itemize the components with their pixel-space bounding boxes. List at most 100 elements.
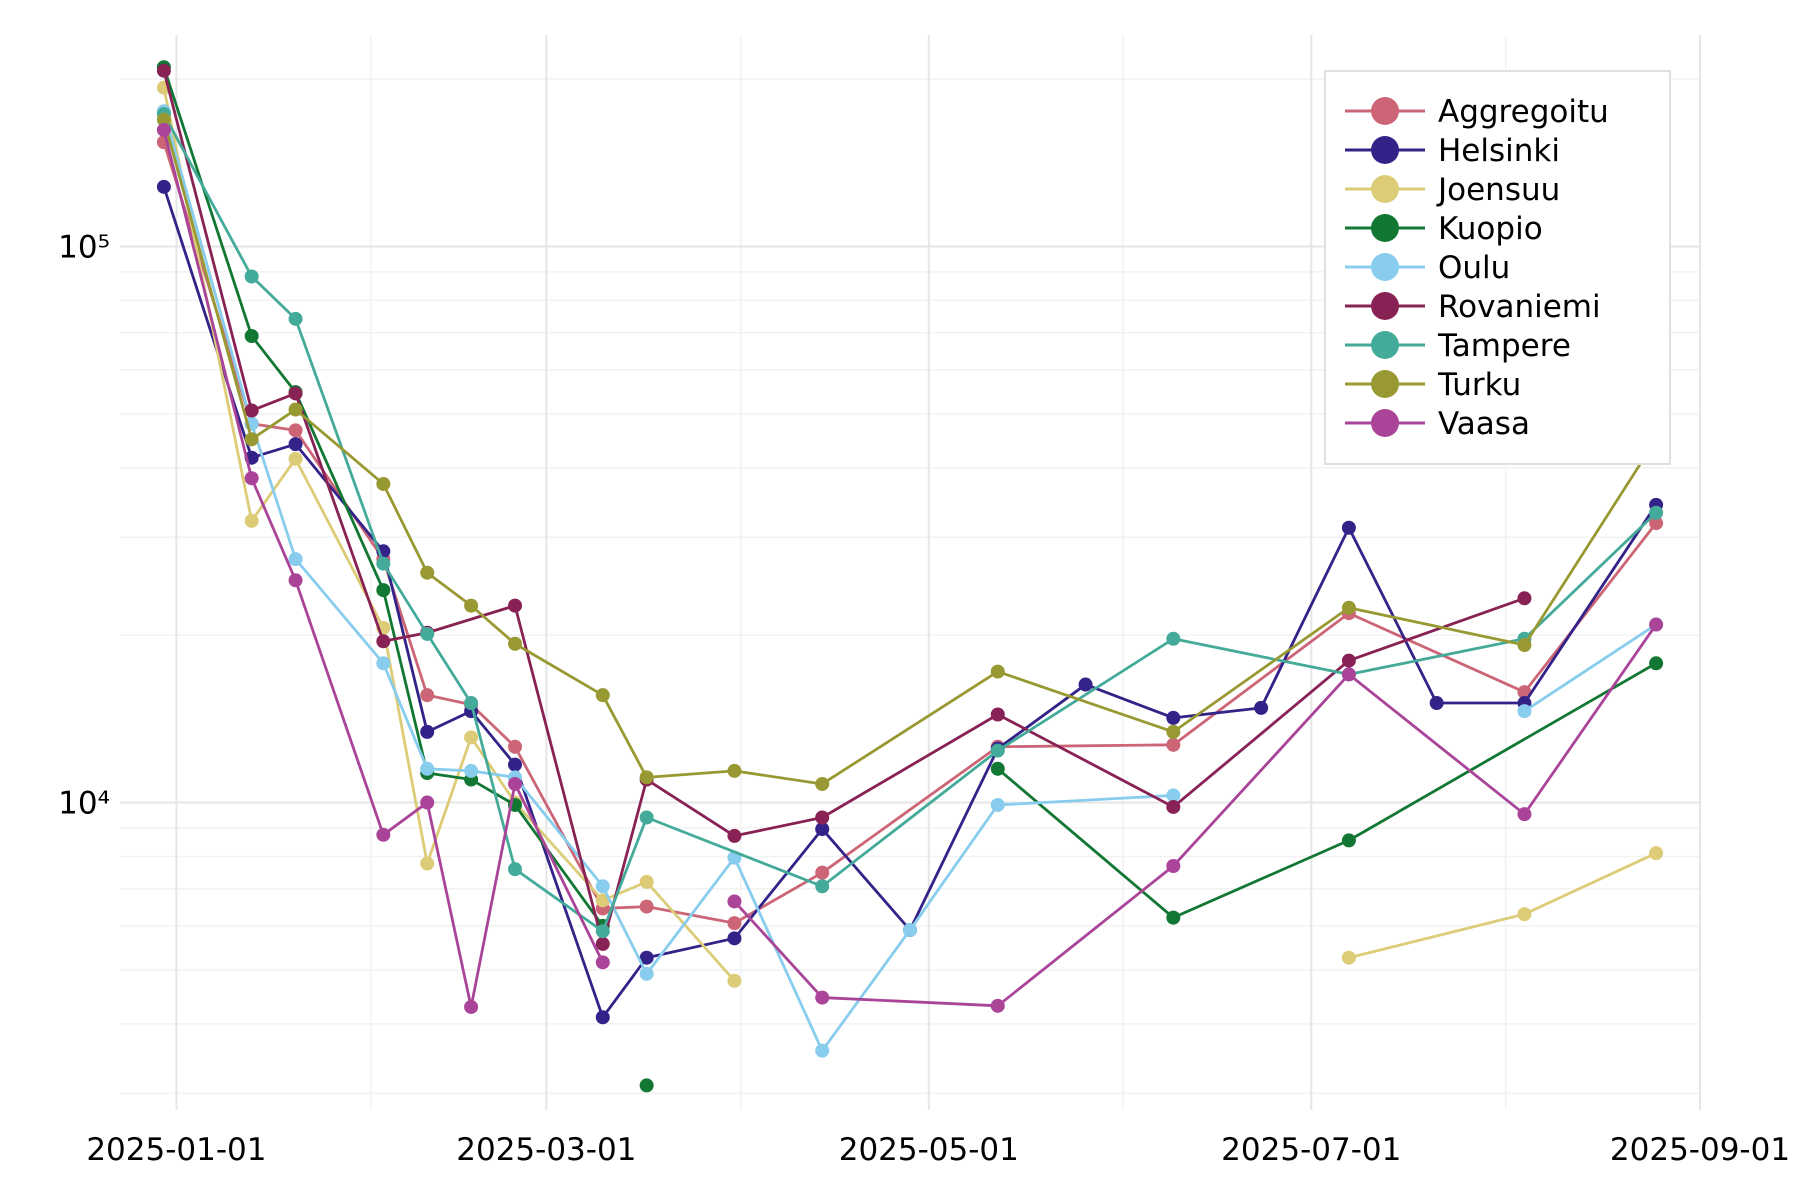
data-point xyxy=(244,329,259,344)
x-tick-label: 2025-05-01 xyxy=(839,1132,1019,1168)
data-point xyxy=(815,810,830,825)
legend-label: Aggregoitu xyxy=(1438,94,1609,130)
data-point xyxy=(595,893,610,908)
x-tick-label: 2025-09-01 xyxy=(1610,1132,1790,1168)
data-point xyxy=(156,112,171,127)
data-point xyxy=(1649,656,1664,671)
data-point xyxy=(156,122,171,137)
data-point xyxy=(420,565,435,580)
data-point xyxy=(156,179,171,194)
data-point xyxy=(420,761,435,776)
data-point xyxy=(288,451,303,466)
data-point xyxy=(420,626,435,641)
x-tick-label: 2025-01-01 xyxy=(86,1132,266,1168)
legend-label: Turku xyxy=(1437,367,1521,403)
data-point xyxy=(244,269,259,284)
data-point xyxy=(727,763,742,778)
data-point xyxy=(595,955,610,970)
data-point xyxy=(1166,710,1181,725)
data-point xyxy=(1341,667,1356,682)
data-point xyxy=(288,311,303,326)
data-point xyxy=(376,556,391,571)
data-point xyxy=(990,797,1005,812)
series xyxy=(156,179,1664,1025)
data-point xyxy=(815,879,830,894)
data-point xyxy=(1517,907,1532,922)
data-point xyxy=(727,894,742,909)
series-line xyxy=(162,70,1525,946)
data-point xyxy=(508,757,522,772)
data-point xyxy=(1517,591,1532,606)
series xyxy=(156,63,1532,951)
data-point xyxy=(639,770,654,785)
data-point xyxy=(990,664,1005,679)
legend-label: Rovaniemi xyxy=(1438,289,1601,325)
data-point xyxy=(288,437,303,452)
data-point xyxy=(1649,846,1664,861)
legend-label: Oulu xyxy=(1438,250,1510,286)
legend-marker xyxy=(1371,292,1399,320)
series-line xyxy=(162,110,1657,1053)
series-line xyxy=(162,66,1657,927)
data-point xyxy=(595,936,610,951)
data-point xyxy=(1166,788,1181,803)
data-point xyxy=(288,573,303,588)
data-point xyxy=(1166,858,1181,873)
data-point xyxy=(727,828,742,843)
series xyxy=(156,104,1664,1058)
data-point xyxy=(376,476,391,491)
data-point xyxy=(288,402,303,417)
data-point xyxy=(288,386,303,401)
legend-label: Vaasa xyxy=(1438,406,1530,442)
data-point xyxy=(815,865,830,880)
series-line xyxy=(162,141,1658,925)
data-point xyxy=(1517,638,1532,653)
data-point xyxy=(815,990,830,1005)
data-point xyxy=(288,552,303,567)
legend-marker xyxy=(1371,409,1399,437)
y-tick-label: 10⁴ xyxy=(58,786,110,822)
legend-marker xyxy=(1371,136,1399,164)
data-point xyxy=(464,730,479,745)
x-tick-label: 2025-07-01 xyxy=(1221,1132,1401,1168)
data-point xyxy=(1166,799,1181,814)
data-point xyxy=(420,856,435,871)
legend-marker xyxy=(1371,97,1399,125)
data-point xyxy=(244,403,259,418)
data-point xyxy=(595,688,610,703)
data-point xyxy=(156,63,171,78)
series xyxy=(156,122,1664,1014)
data-point xyxy=(815,776,830,791)
data-point xyxy=(595,924,610,939)
data-point xyxy=(990,707,1005,722)
data-point xyxy=(1649,617,1664,632)
data-point xyxy=(1649,505,1664,520)
data-point xyxy=(1341,833,1356,848)
data-point xyxy=(815,1043,830,1058)
data-point xyxy=(288,423,303,438)
y-tick-label: 10⁵ xyxy=(58,229,110,265)
data-point xyxy=(990,998,1005,1013)
legend-marker xyxy=(1371,370,1399,398)
data-point xyxy=(595,1010,610,1025)
data-point xyxy=(464,696,479,711)
data-point xyxy=(1649,516,1664,531)
data-point xyxy=(244,513,259,528)
data-point xyxy=(376,634,391,649)
legend-marker xyxy=(1371,253,1399,281)
data-point xyxy=(376,583,391,598)
data-point xyxy=(244,432,259,447)
legend-marker xyxy=(1371,214,1399,242)
data-point xyxy=(508,739,522,754)
data-point xyxy=(1341,950,1356,965)
data-point xyxy=(1341,653,1356,668)
legend-label: Tampere xyxy=(1437,328,1571,364)
data-point xyxy=(727,931,742,946)
series-line xyxy=(162,186,1658,1019)
data-point xyxy=(464,598,479,613)
data-point xyxy=(464,999,479,1014)
data-point xyxy=(420,688,435,703)
data-point xyxy=(508,862,522,877)
data-point xyxy=(1166,910,1181,925)
